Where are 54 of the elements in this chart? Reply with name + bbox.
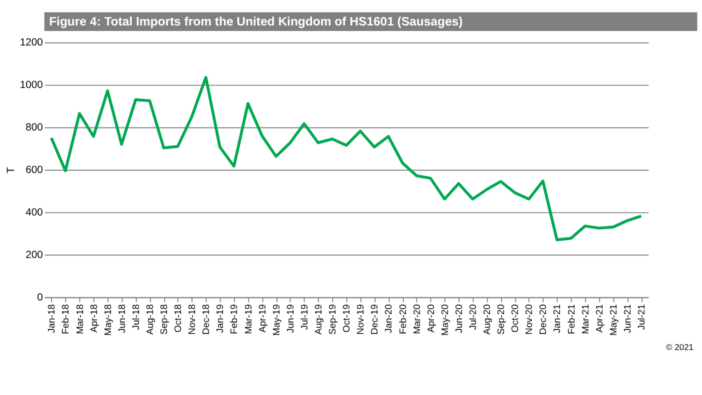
y-tick-label: 200: [26, 250, 44, 261]
x-tick-label: Mar-21: [579, 304, 590, 334]
x-tick-label: Jun-19: [284, 304, 296, 334]
x-tick-label: May-21: [607, 304, 618, 336]
y-tick-label: 800: [26, 122, 44, 134]
x-tick-label: Jun-20: [452, 304, 464, 334]
x-tick-label: May-20: [438, 304, 450, 336]
y-axis-title: T: [6, 166, 18, 174]
x-tick-label: Feb-21: [565, 304, 576, 334]
x-tick-label: Feb-19: [228, 304, 240, 334]
x-tick-label: Oct-19: [340, 304, 352, 332]
x-tick-label: Jun-21: [621, 304, 632, 334]
x-tick-label: Jan-21: [551, 304, 562, 334]
x-tick-label: Jan-18: [46, 304, 57, 334]
x-tick-label: Oct-20: [509, 304, 520, 332]
x-tick-label: Feb-20: [396, 304, 408, 334]
chart-title: Figure 4: Total Imports from the United Kingdom of HS1601 (Sausages): [49, 14, 463, 28]
x-tick-label: Apr-20: [424, 304, 436, 332]
x-tick-label: Dec-19: [368, 304, 380, 335]
x-tick-label: Jun-18: [116, 304, 127, 334]
x-tick-label: Sep-19: [326, 304, 338, 335]
x-tick-label: Jul-21: [636, 304, 646, 330]
x-tick-label: Apr-21: [593, 304, 604, 332]
x-tick-label: Aug-18: [144, 304, 155, 335]
x-tick-label: Nov-19: [354, 304, 366, 335]
x-tick-label: Mar-19: [242, 304, 254, 334]
x-tick-label: May-18: [102, 304, 113, 336]
x-tick-label: Mar-20: [410, 304, 422, 334]
x-tick-label: Dec-20: [537, 304, 548, 335]
y-tick-label: 600: [26, 165, 44, 176]
y-tick-label: 1000: [20, 80, 44, 92]
x-tick-label: Jul-20: [466, 304, 478, 330]
y-tick-label: 1200: [20, 38, 44, 49]
x-tick-label: May-19: [270, 304, 282, 336]
x-tick-label: Sep-18: [158, 304, 170, 335]
y-tick-label: 400: [26, 208, 44, 219]
x-tick-label: Jan-20: [382, 304, 394, 334]
x-tick-label: Oct-18: [172, 304, 184, 332]
x-tick-label: Nov-18: [186, 304, 198, 335]
x-tick-label: Mar-18: [74, 304, 85, 334]
x-tick-label: Nov-20: [523, 304, 534, 335]
x-tick-label: Jul-18: [130, 304, 141, 330]
x-tick-label: Aug-20: [481, 304, 492, 335]
x-tick-label: Apr-18: [88, 304, 99, 332]
text: © 2021: [666, 342, 694, 352]
line-series: [50, 76, 643, 242]
x-tick-label: Feb-18: [60, 304, 71, 334]
x-tick-label: Jan-19: [214, 304, 226, 334]
x-tick-label: Apr-19: [256, 304, 268, 332]
x-tick-label: Dec-18: [200, 304, 212, 335]
x-tick-label: Jul-19: [298, 304, 310, 330]
x-tick-label: Aug-19: [312, 304, 324, 335]
x-tick-label: Sep-20: [495, 304, 506, 335]
y-tick-label: 0: [37, 292, 44, 304]
